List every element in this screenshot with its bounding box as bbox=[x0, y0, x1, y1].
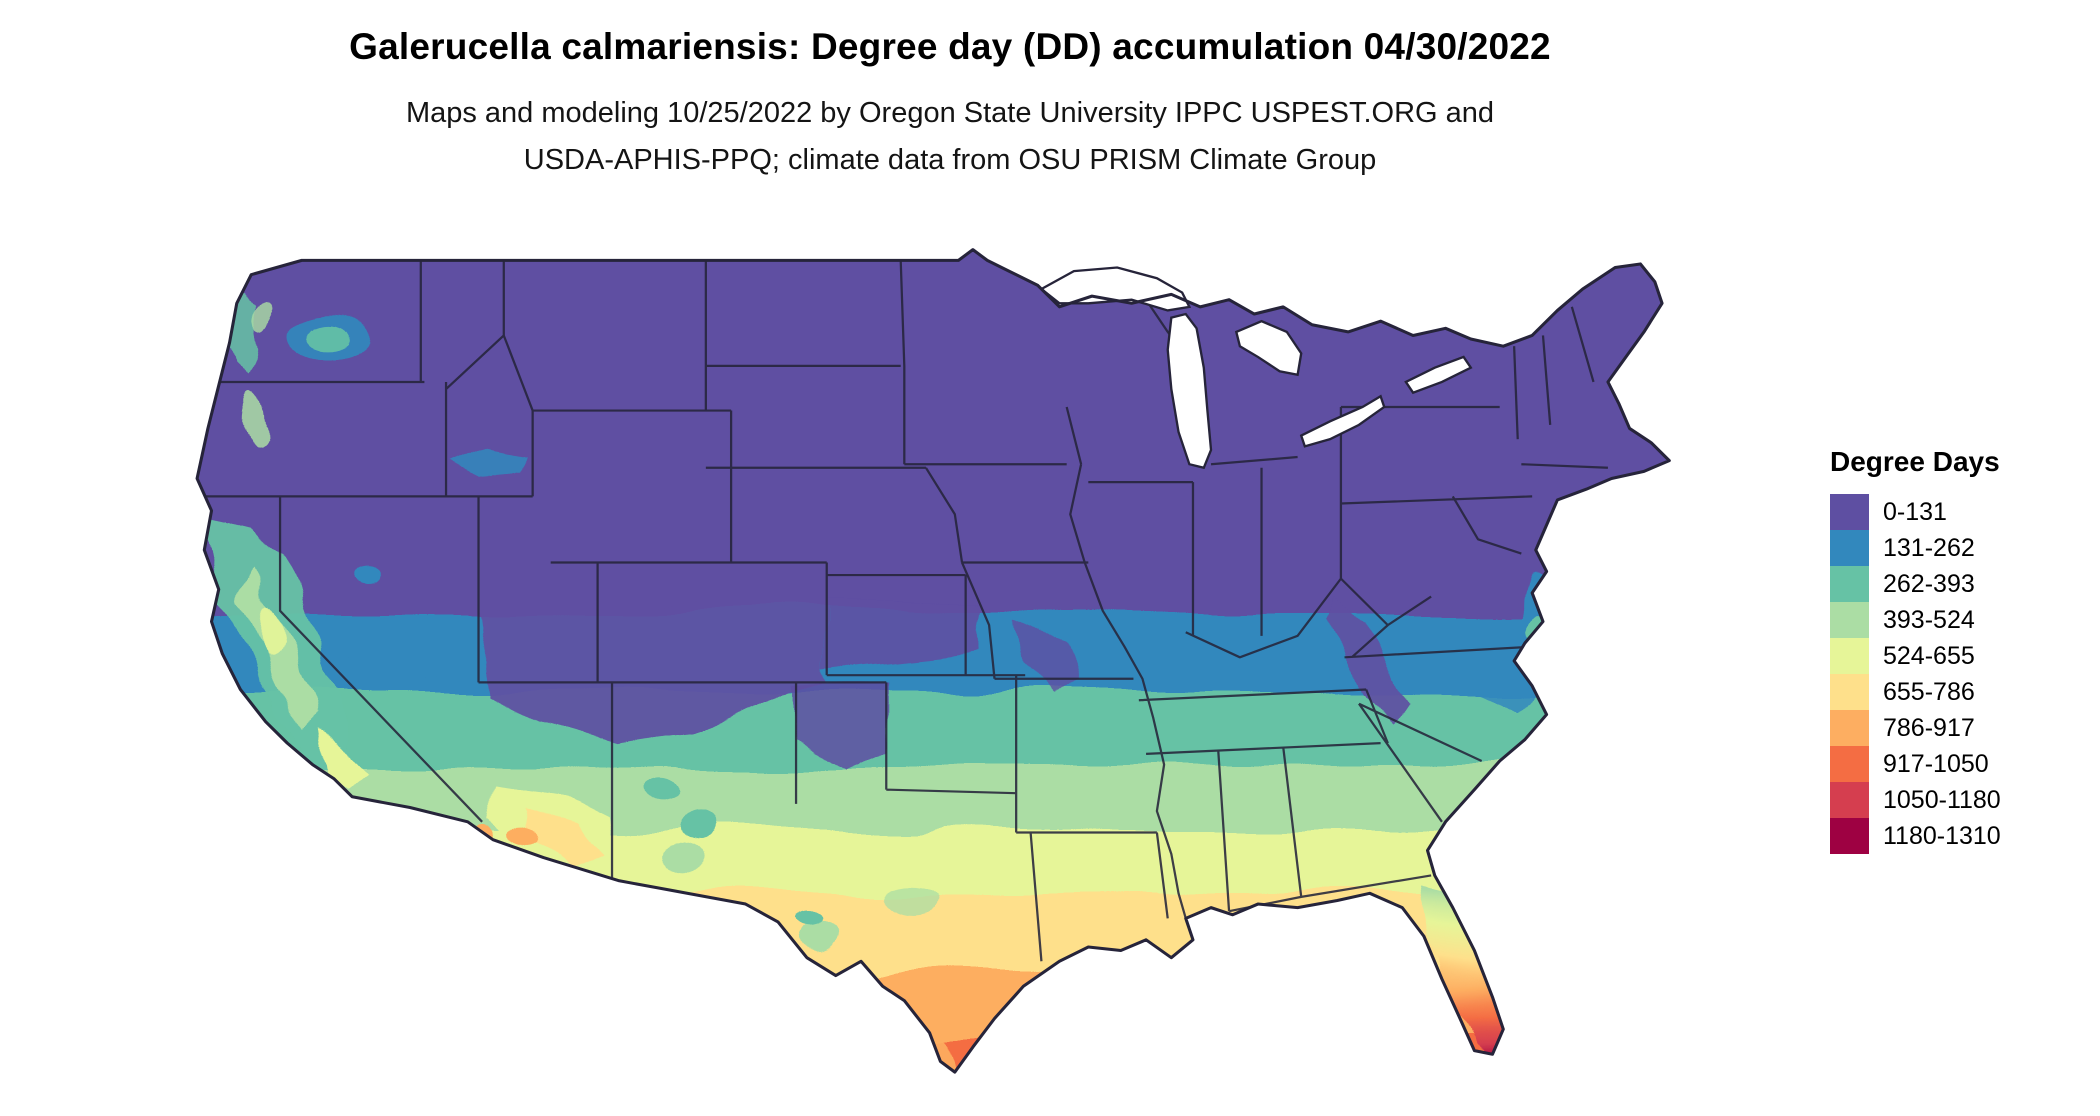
appalachian-patch bbox=[1322, 596, 1410, 726]
legend-swatch bbox=[1830, 710, 1869, 746]
map-fill-layer bbox=[197, 249, 1670, 1073]
ozark-patch bbox=[1012, 621, 1074, 701]
legend-item: 1180-1310 bbox=[1830, 818, 2001, 854]
central-valley-patch bbox=[256, 603, 279, 661]
legend-swatch bbox=[1830, 782, 1869, 818]
legend-swatch bbox=[1830, 494, 1869, 530]
legend-label: 262-393 bbox=[1883, 569, 1975, 598]
snake-plain-patch bbox=[449, 446, 530, 479]
legend-items: 0-131 131-262 262-393 393-524 524-655 65… bbox=[1830, 494, 2001, 854]
legend-label: 917-1050 bbox=[1883, 749, 1989, 778]
legend-swatch bbox=[1830, 530, 1869, 566]
legend-item: 655-786 bbox=[1830, 674, 2001, 710]
nevada-patch bbox=[337, 657, 360, 672]
kansas-patch bbox=[826, 603, 981, 665]
page-title: Galerucella calmariensis: Degree day (DD… bbox=[349, 26, 1551, 67]
legend-label: 524-655 bbox=[1883, 641, 1975, 670]
tidewater-patch bbox=[1452, 657, 1533, 711]
legend-label: 131-262 bbox=[1883, 533, 1975, 562]
lake-huron bbox=[1234, 319, 1303, 377]
phoenix-patch bbox=[511, 827, 540, 846]
legend-swatch bbox=[1830, 566, 1869, 602]
legend-swatch bbox=[1830, 818, 1869, 854]
legend-item: 393-524 bbox=[1830, 602, 2001, 638]
west-texas-patch bbox=[792, 912, 822, 931]
us-map-svg bbox=[195, 248, 1671, 1074]
willamette-patch bbox=[242, 394, 264, 449]
legend-label: 655-786 bbox=[1883, 677, 1975, 706]
nevada-patch bbox=[386, 619, 412, 638]
legend-swatch bbox=[1830, 602, 1869, 638]
legend-item: 0-131 bbox=[1830, 494, 2001, 530]
lake-erie bbox=[1299, 394, 1386, 448]
legend-label: 0-131 bbox=[1883, 497, 1947, 526]
colorado-plateau-patch bbox=[478, 603, 827, 744]
legend-swatch bbox=[1830, 638, 1869, 674]
lake-michigan bbox=[1166, 312, 1213, 470]
state-borders bbox=[197, 260, 1608, 962]
edwards-plateau-patch bbox=[882, 880, 941, 913]
legend-label: 1050-1180 bbox=[1883, 785, 2001, 814]
washington-coast-patch bbox=[229, 292, 263, 375]
new-mexico-patch bbox=[684, 816, 721, 842]
legend-title: Degree Days bbox=[1830, 446, 2000, 477]
legend-item: 786-917 bbox=[1830, 710, 2001, 746]
new-mexico-patch bbox=[658, 843, 703, 872]
page-subtitle: Maps and modeling 10/25/2022 by Oregon S… bbox=[0, 90, 1900, 184]
florida-gradient-patch bbox=[1416, 882, 1507, 1058]
legend: Degree Days 0-131 131-262 262-393 393-52… bbox=[1830, 446, 2001, 854]
legend-item: 1050-1180 bbox=[1830, 782, 2001, 818]
sierra-patch bbox=[240, 571, 317, 733]
subtitle-line-1: Maps and modeling 10/25/2022 by Oregon S… bbox=[405, 97, 1495, 129]
subtitle-line-2: USDA-APHIS-PPQ; climate data from OSU PR… bbox=[523, 144, 1377, 176]
us-degree-day-map bbox=[78, 196, 1810, 1090]
columbia-basin-core bbox=[314, 319, 355, 345]
legend-label: 1180-1310 bbox=[1883, 821, 2001, 850]
legend-item: 524-655 bbox=[1830, 638, 2001, 674]
nevada-patch bbox=[352, 566, 382, 584]
arizona-hot-patch bbox=[525, 811, 598, 865]
legend-label: 393-524 bbox=[1883, 605, 1975, 634]
nevada-patch bbox=[418, 673, 445, 692]
socal-patch bbox=[316, 732, 367, 787]
legend-label: 786-917 bbox=[1883, 713, 1975, 742]
puget-patch bbox=[254, 297, 273, 331]
west-texas-patch bbox=[796, 925, 840, 955]
legend-item: 262-393 bbox=[1830, 566, 2001, 602]
texas-panhandle-patch bbox=[796, 682, 887, 765]
legend-swatch bbox=[1830, 746, 1869, 782]
lake-ontario bbox=[1404, 355, 1473, 395]
new-mexico-patch bbox=[637, 775, 681, 804]
legend-item: 131-262 bbox=[1830, 530, 2001, 566]
legend-swatch bbox=[1830, 674, 1869, 710]
legend-item: 917-1050 bbox=[1830, 746, 2001, 782]
